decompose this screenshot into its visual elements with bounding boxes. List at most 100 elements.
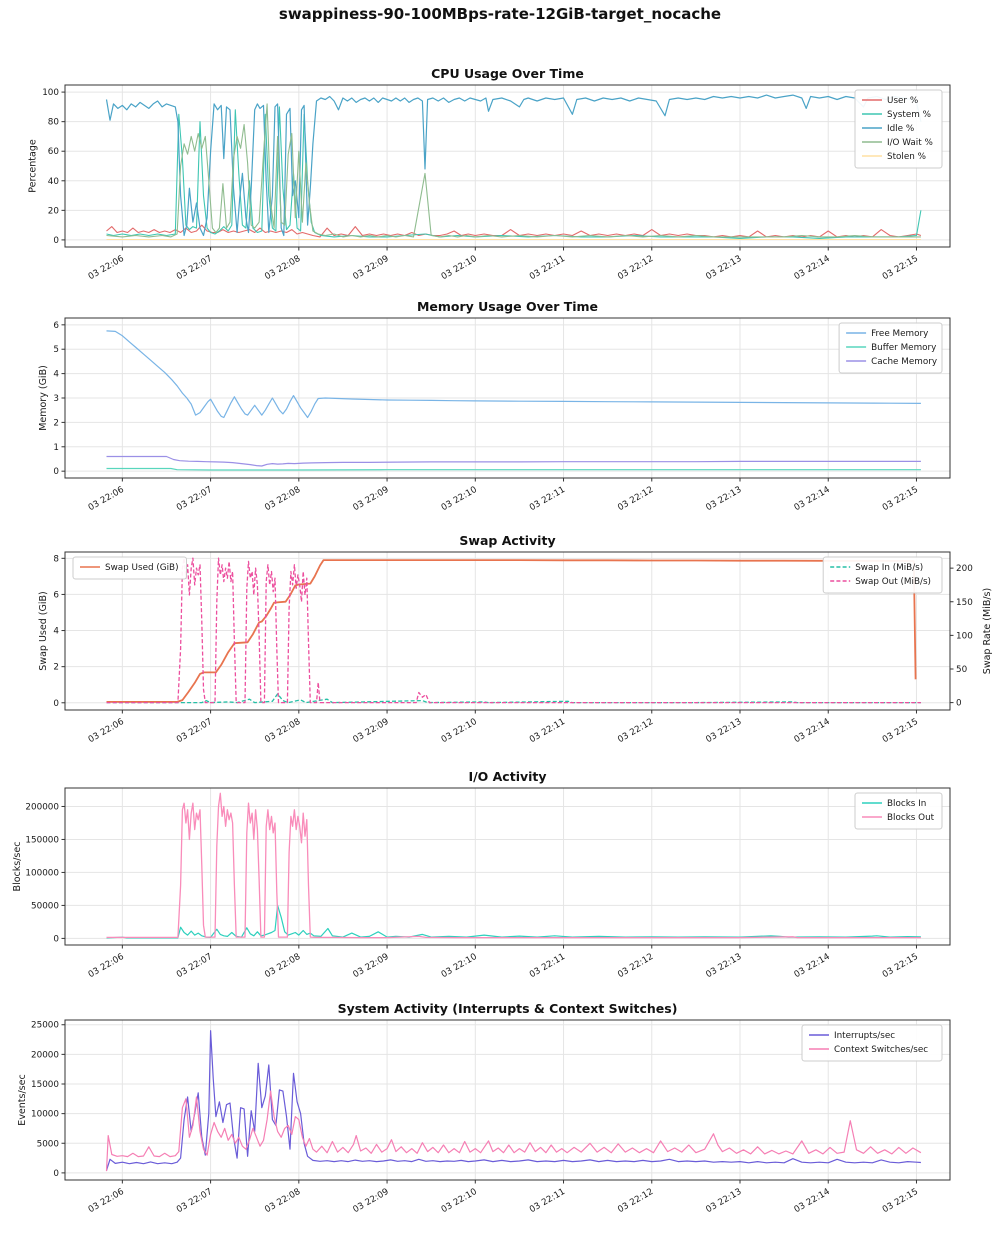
legend-label-context-switches-sec: Context Switches/sec: [834, 1045, 928, 1055]
cpu-chart-title: CPU Usage Over Time: [431, 66, 584, 81]
series-interrupts-sec: [105, 1030, 921, 1171]
legend-label-stolen: Stolen %: [887, 152, 926, 162]
legend: User % System % Idle % I/O Wait % Stolen %: [854, 89, 943, 169]
series-group: [106, 557, 921, 704]
x-tick-label: 03 22:07: [175, 1187, 214, 1215]
y-axis: 0 50000 100000 150000 200000 Blocks/sec: [12, 802, 65, 944]
plot-frame: [64, 1019, 951, 1181]
y-axis: 0 20 40 60 80 100 Percentage: [27, 88, 65, 246]
x-axis: 03 22:06 03 22:07 03 22:08 03 22:09 03 22:10…: [87, 478, 920, 513]
legend-label-interrupts-sec: Interrupts/sec: [834, 1031, 895, 1041]
legend: Swap Used (GiB): [72, 556, 187, 580]
y-tick-label: 0: [53, 467, 59, 477]
legend-label-swap-out-mib-s: Swap Out (MiB/s): [855, 577, 931, 587]
x-tick-label: 03 22:10: [440, 717, 479, 746]
x-tick-label: 03 22:08: [263, 1187, 302, 1215]
series-blocks-out: [106, 792, 921, 939]
swap-chart-title: Swap Activity: [459, 533, 556, 548]
legend-label-user: User %: [887, 96, 918, 106]
x-tick-label: 03 22:14: [793, 485, 832, 514]
legend-label-i-o-wait: I/O Wait %: [887, 138, 933, 148]
x-tick-label: 03 22:11: [528, 254, 567, 282]
memory-usage-over-time-chart: 03 22:06 03 22:07 03 22:08 03 22:09 03 22:10…: [38, 317, 951, 513]
right-tick-label: 150: [956, 598, 973, 608]
y-tick-label: 100: [42, 88, 59, 98]
legend-label-blocks-out: Blocks Out: [887, 813, 935, 823]
x-tick-label: 03 22:08: [263, 717, 302, 745]
system-activity-interrupts-context-switches-chart: 03 22:06 03 22:07 03 22:08 03 22:09 03 22:10…: [17, 1019, 951, 1216]
series-swap-out-mib-s: [106, 557, 921, 704]
cpu-usage-over-time-chart: 03 22:06 03 22:07 03 22:08 03 22:09 03 22:10…: [27, 84, 951, 283]
x-tick-label: 03 22:15: [881, 485, 920, 513]
grid: [65, 318, 950, 478]
series-cache-memory: [106, 455, 921, 467]
y-tick-label: 8: [53, 554, 59, 564]
right-tick-label: 100: [956, 631, 973, 641]
y-axis: 0 5000 10000 15000 20000 25000 Events/sec: [17, 1021, 65, 1179]
y-tick-label: 4: [53, 627, 59, 637]
x-tick-label: 03 22:15: [881, 717, 920, 745]
y-tick-label: 20: [48, 206, 60, 216]
y-tick-label: 3: [53, 394, 59, 404]
x-tick-label: 03 22:12: [616, 254, 655, 282]
x-tick-label: 03 22:13: [704, 1187, 743, 1215]
y-tick-label: 10000: [31, 1110, 59, 1120]
x-tick-label: 03 22:10: [440, 952, 479, 981]
legend: Blocks In Blocks Out: [854, 792, 943, 830]
y-tick-label: 4: [53, 370, 59, 380]
x-tick-label: 03 22:09: [351, 717, 390, 745]
y-tick-label: 40: [48, 177, 60, 187]
series-idle: [105, 94, 922, 237]
legend-label-cache-memory: Cache Memory: [871, 357, 937, 367]
y-tick-label: 1: [53, 443, 59, 453]
y-axis-label: Blocks/sec: [12, 842, 23, 892]
x-tick-label: 03 22:14: [793, 1187, 832, 1216]
series-group: [106, 792, 921, 939]
y-tick-label: 100000: [25, 868, 59, 878]
i-o-activity-chart: 03 22:06 03 22:07 03 22:08 03 22:09 03 22:10…: [12, 787, 951, 980]
x-tick-label: 03 22:06: [87, 485, 126, 514]
x-tick-label: 03 22:10: [440, 254, 479, 283]
x-tick-label: 03 22:13: [704, 485, 743, 513]
page-title: swappiness-90-100MBps-rate-12GiB-target_…: [278, 5, 722, 23]
grid: [65, 788, 950, 945]
memory-chart-title: Memory Usage Over Time: [416, 299, 599, 314]
y-tick-label: 6: [53, 590, 59, 600]
y-tick-label: 0: [53, 1169, 59, 1179]
x-tick-label: 03 22:07: [175, 952, 214, 980]
legend-label-buffer-memory: Buffer Memory: [871, 343, 936, 353]
legend-label-swap-in-mib-s: Swap In (MiB/s): [855, 563, 923, 573]
x-tick-label: 03 22:12: [616, 485, 655, 513]
x-tick-label: 03 22:09: [351, 952, 390, 980]
legend: Free Memory Buffer Memory Cache Memory: [838, 322, 943, 374]
x-tick-label: 03 22:06: [87, 952, 126, 981]
x-tick-label: 03 22:08: [263, 485, 302, 513]
x-tick-label: 03 22:10: [440, 1187, 479, 1216]
series-swap-in-mib-s: [106, 693, 921, 704]
series-buffer-memory: [106, 467, 921, 471]
x-tick-label: 03 22:09: [351, 1187, 390, 1215]
x-tick-label: 03 22:15: [881, 1187, 920, 1215]
series-group: [105, 1030, 922, 1172]
legend-label-free-memory: Free Memory: [871, 329, 928, 339]
y-tick-label: 150000: [25, 835, 59, 845]
x-tick-label: 03 22:08: [263, 254, 302, 282]
legend-label-blocks-in: Blocks In: [887, 799, 926, 809]
x-tick-label: 03 22:12: [616, 952, 655, 980]
y-tick-label: 80: [48, 118, 60, 128]
x-tick-label: 03 22:06: [87, 254, 126, 283]
y-axis: 0 2 4 6 8 Swap Used (GiB): [38, 554, 65, 709]
series-blocks-in: [106, 904, 921, 939]
x-tick-label: 03 22:07: [175, 254, 214, 282]
plot-frame: [64, 787, 951, 946]
y-axis: 0 1 2 3 4 5 6 Memory (GiB): [38, 321, 65, 477]
y-axis-label: Events/sec: [17, 1074, 28, 1125]
x-axis: 03 22:06 03 22:07 03 22:08 03 22:09 03 22:10…: [87, 945, 920, 980]
legend-label-idle: Idle %: [887, 124, 914, 134]
x-tick-label: 03 22:14: [793, 254, 832, 283]
series-i-o-wait: [106, 103, 921, 238]
y-tick-label: 25000: [31, 1021, 59, 1031]
legend-label-swap-used-gib: Swap Used (GiB): [105, 563, 179, 573]
x-tick-label: 03 22:09: [351, 254, 390, 282]
